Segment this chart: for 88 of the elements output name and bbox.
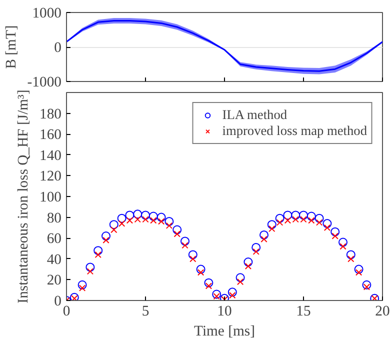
point (102, 232, 110, 241)
point (205, 282, 212, 290)
point (330, 227, 340, 236)
point (102, 236, 110, 244)
point (276, 219, 284, 226)
point (70, 292, 79, 300)
y-tick-label: 120 (40, 168, 62, 185)
point (314, 214, 324, 223)
point (340, 243, 346, 250)
point (110, 226, 118, 234)
point (141, 210, 150, 220)
point (306, 212, 316, 221)
point (212, 290, 222, 299)
point (283, 210, 292, 220)
point (346, 250, 356, 260)
y-tick-label: 60 (46, 231, 62, 248)
point (190, 256, 196, 262)
point (260, 230, 268, 240)
point (86, 268, 94, 275)
point (180, 236, 190, 246)
point (118, 220, 126, 227)
point (252, 242, 261, 252)
y-tick-label: -1000 (27, 74, 62, 90)
point (133, 210, 142, 219)
y-tick-label: 80 (46, 210, 62, 226)
point (363, 284, 370, 290)
point (71, 295, 78, 300)
point (291, 210, 300, 220)
x-tick-label: 5 (142, 304, 150, 320)
point (188, 250, 198, 260)
y-tick-label: 180 (40, 106, 62, 122)
point (117, 214, 126, 223)
point (299, 210, 308, 220)
legend-label: ILA method (222, 107, 288, 123)
point (213, 293, 220, 300)
point (204, 278, 214, 288)
point (94, 251, 102, 258)
point (268, 225, 276, 232)
point (196, 264, 206, 274)
y-tick-label: 40 (46, 252, 62, 268)
point (228, 288, 237, 297)
point (172, 225, 182, 234)
point (322, 219, 332, 228)
y-tick-label: 140 (40, 148, 62, 164)
y-tick-label: 1000 (32, 6, 62, 22)
y-tick-label: 0 (54, 294, 62, 310)
point (197, 269, 204, 276)
point (94, 246, 103, 256)
x-tick-label: 20 (375, 304, 390, 320)
point (125, 210, 134, 220)
point (182, 242, 188, 249)
y-tick-label: 160 (40, 127, 62, 144)
point (164, 216, 174, 226)
point (78, 284, 86, 292)
point (354, 264, 364, 274)
y-axis-title: Instantaneous iron loss Q_HF [J/m³] (16, 90, 32, 304)
point (166, 222, 173, 229)
y-tick-label: 100 (40, 190, 62, 206)
point (109, 220, 118, 230)
point (78, 280, 87, 290)
x-axis-title: Time [ms] (194, 324, 255, 340)
point (338, 238, 348, 247)
point (174, 230, 180, 238)
point (148, 212, 158, 221)
point (156, 212, 166, 222)
point (220, 294, 229, 300)
y-axis-title: B [mT] (3, 25, 20, 69)
point (229, 292, 236, 299)
y-tick-label: 20 (46, 272, 62, 289)
point (362, 280, 372, 290)
point (355, 269, 362, 276)
y-tick-label: 0 (54, 40, 62, 56)
legend-label: improved loss map method (222, 123, 367, 139)
point (275, 214, 284, 223)
point (316, 219, 323, 226)
point (324, 224, 331, 232)
point (236, 273, 245, 282)
point (236, 278, 244, 286)
point (252, 248, 260, 255)
point (86, 262, 95, 272)
point (348, 256, 354, 262)
point (332, 232, 338, 240)
point (267, 220, 276, 230)
x-tick-label: 15 (296, 304, 311, 320)
point (244, 262, 252, 270)
point (244, 258, 253, 267)
x-tick-label: 10 (217, 304, 232, 320)
point (260, 236, 268, 242)
